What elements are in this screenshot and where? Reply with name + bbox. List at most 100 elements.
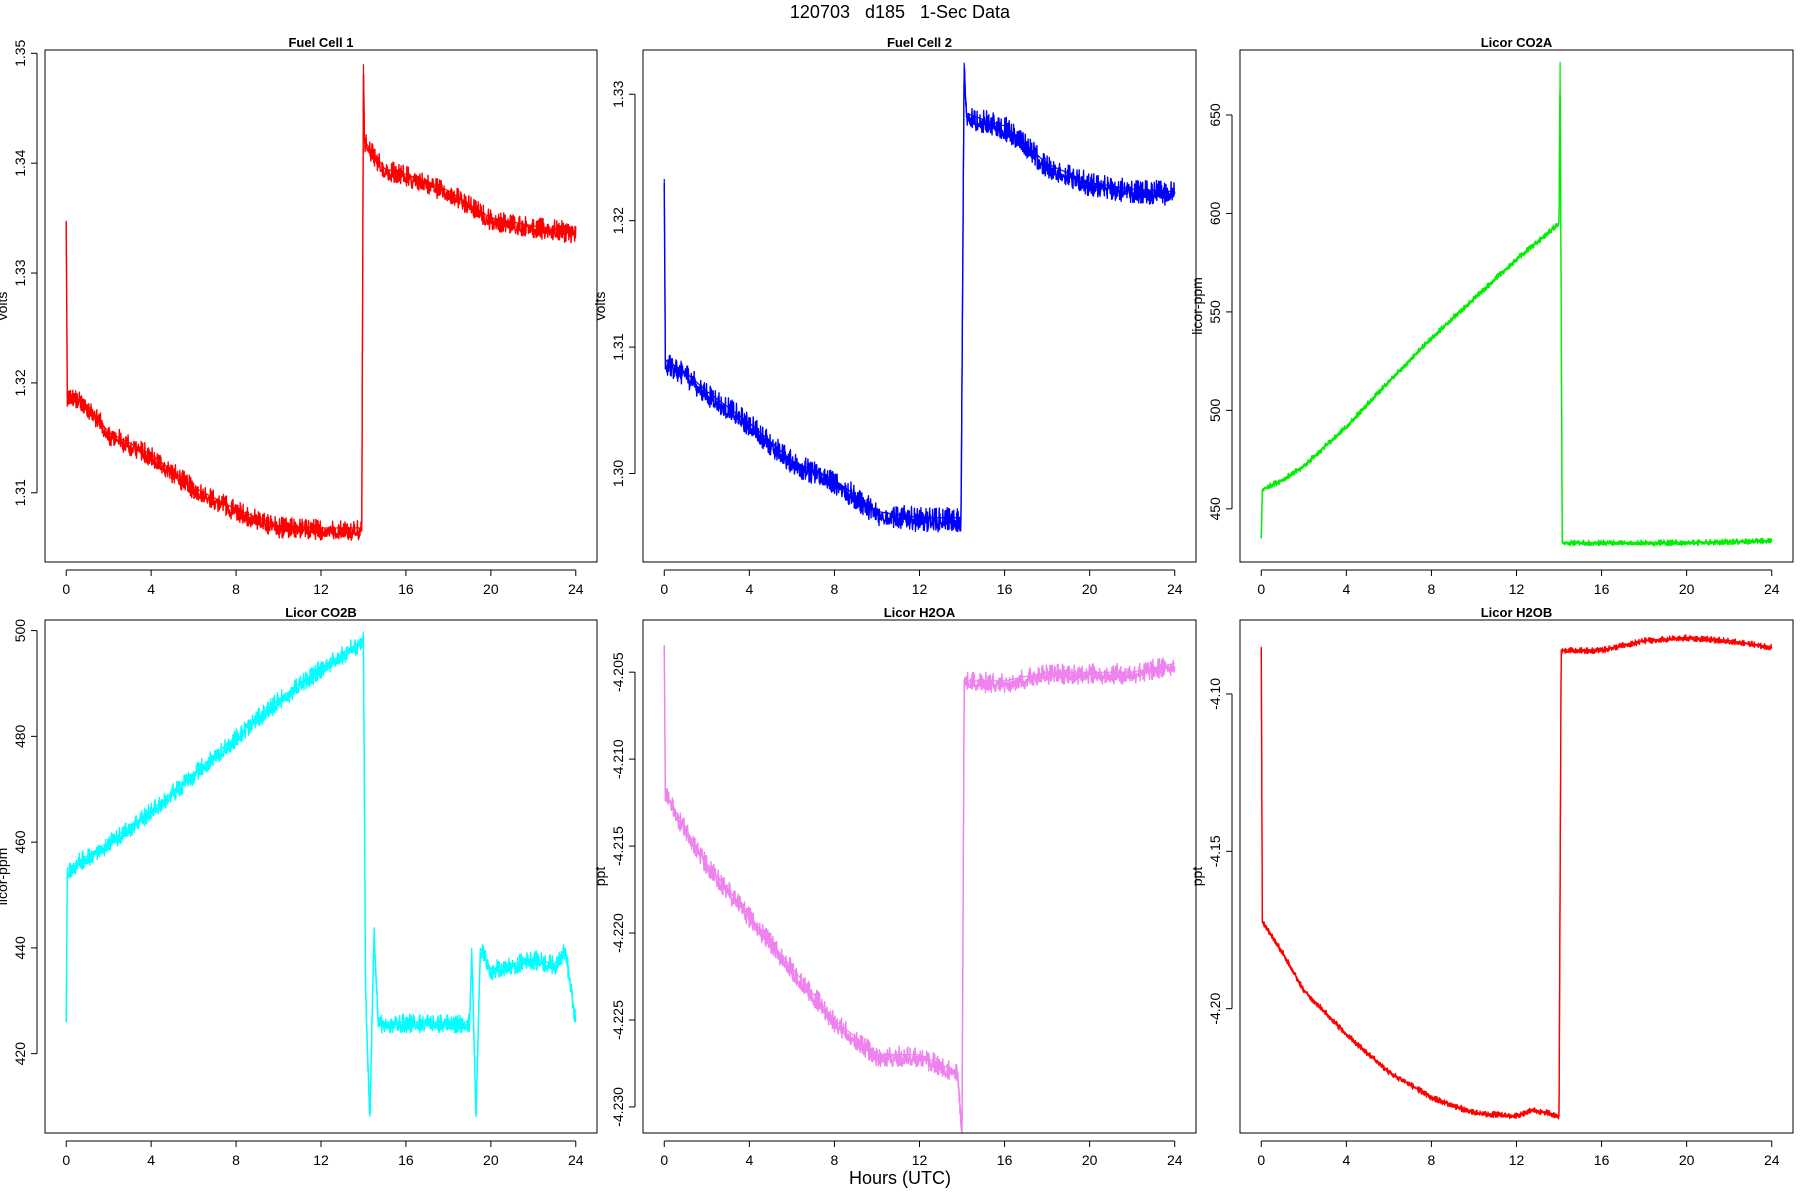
x-tick-label: 4 — [147, 1152, 155, 1168]
y-tick-label: -4.15 — [1207, 835, 1223, 867]
y-tick-label: 440 — [12, 936, 28, 960]
y-axis-label: volts — [0, 292, 10, 321]
x-tick-label: 4 — [147, 581, 155, 597]
y-tick-label: 1.31 — [610, 333, 626, 360]
panel-frame — [44, 49, 598, 563]
panel-1: Fuel Cell 10 4 8 12 16 20 241.311.321.331.341.… — [0, 35, 598, 597]
y-axis-label: ppt — [592, 867, 608, 887]
y-tick-label: 600 — [1207, 202, 1223, 226]
figure-title: 120703 d185 1-Sec Data — [789, 2, 1011, 22]
y-tick-label: 1.30 — [610, 460, 626, 487]
x-tick-label: 0 — [1257, 1152, 1265, 1168]
y-tick-label: -4.220 — [610, 913, 626, 953]
x-tick-label: 12 — [912, 581, 928, 597]
x-axis: 0 4 8 12 16 20 24 — [1257, 1140, 1780, 1168]
panel-frame — [1239, 619, 1794, 1134]
x-axis: 0 4 8 12 16 20 24 — [660, 569, 1183, 597]
panel-title: Licor CO2A — [1481, 35, 1553, 50]
y-axis: 1.30 1.31 1.32 1.33 — [610, 80, 636, 487]
x-tick-label: 4 — [745, 581, 753, 597]
x-tick-label: 16 — [997, 1152, 1013, 1168]
x-tick-label: 4 — [745, 1152, 753, 1168]
series-2-line — [663, 67, 1176, 533]
x-tick-label: 24 — [568, 581, 584, 597]
y-tick-label: 500 — [1207, 398, 1223, 422]
x-tick-label: 12 — [912, 1152, 928, 1168]
y-tick-label: 1.34 — [12, 149, 28, 176]
y-tick-label: 420 — [12, 1042, 28, 1066]
y-tick-label: 460 — [12, 830, 28, 854]
x-tick-label: 4 — [1342, 581, 1350, 597]
x-axis: 0 4 8 12 16 20 24 — [660, 1140, 1183, 1168]
x-tick-label: 16 — [398, 1152, 414, 1168]
x-tick-label: 20 — [483, 581, 499, 597]
x-tick-label: 20 — [1082, 581, 1098, 597]
y-axis: 450 500 550 600 650 — [1207, 103, 1233, 521]
panel-title: Licor CO2B — [285, 605, 357, 620]
x-tick-label: 16 — [997, 581, 1013, 597]
x-tick-label: 20 — [483, 1152, 499, 1168]
x-tick-label: 0 — [62, 1152, 70, 1168]
x-tick-label: 8 — [831, 581, 839, 597]
y-tick-label: -4.225 — [610, 1000, 626, 1040]
y-axis-label: volts — [592, 292, 608, 321]
x-tick-label: 8 — [232, 581, 240, 597]
y-tick-label: 650 — [1207, 103, 1223, 127]
panel-4: Licor CO2B 0 4 8 12 16 20 24 420 440 460 480 500 lico… — [0, 605, 598, 1168]
series-5-line — [663, 645, 1176, 1134]
x-tick-label: 12 — [313, 581, 329, 597]
x-axis: 0 4 8 12 16 20 24 — [1257, 569, 1780, 597]
panel-6: Licor H2OB 0 4 8 12 16 20 24 -4.20 -4.15 -4.10 ppt — [1189, 605, 1794, 1168]
x-axis: 0 4 8 12 16 20 24 — [62, 1140, 584, 1168]
y-tick-label: 1.32 — [610, 207, 626, 234]
y-tick-label: 500 — [12, 619, 28, 643]
panel-title: Licor H2OB — [1481, 605, 1553, 620]
x-axis: 0 4 8 12 16 20 24 — [62, 569, 584, 597]
series-4-spikes — [65, 635, 577, 1118]
y-tick-label: 480 — [12, 724, 28, 748]
series-6-line — [1260, 634, 1773, 1120]
y-axis: -4.20 -4.15 -4.10 — [1207, 678, 1233, 1025]
series-1-line — [65, 73, 577, 541]
x-tick-label: 16 — [1594, 1152, 1610, 1168]
x-tick-label: 0 — [660, 581, 668, 597]
common-x-axis-label: Hours (UTC) — [849, 1168, 951, 1188]
panel-frame — [642, 619, 1197, 1134]
x-tick-label: 24 — [1167, 1152, 1183, 1168]
y-tick-label: 550 — [1207, 300, 1223, 324]
panel-2: Fuel Cell 2 0 4 8 12 16 20 24 1.30 1.31 1.32 1.33 vo… — [592, 35, 1197, 597]
x-tick-label: 20 — [1679, 1152, 1695, 1168]
y-tick-label: -4.230 — [610, 1087, 626, 1127]
series-6-spikes — [1260, 636, 1772, 1117]
y-tick-label: -4.205 — [610, 652, 626, 692]
series-3-line — [1260, 93, 1773, 547]
panel-frame — [44, 619, 598, 1134]
y-tick-label: 1.31 — [12, 479, 28, 506]
x-tick-label: 16 — [398, 581, 414, 597]
x-tick-label: 12 — [1509, 1152, 1525, 1168]
x-tick-label: 24 — [1764, 1152, 1780, 1168]
x-tick-label: 16 — [1594, 581, 1610, 597]
y-tick-label: 1.35 — [12, 39, 28, 66]
y-axis: 420 440 460 480 500 — [12, 619, 38, 1066]
panel-frame — [1239, 49, 1794, 563]
y-tick-label: 1.33 — [610, 80, 626, 107]
series-1-spikes — [65, 64, 576, 532]
series-2-spikes — [663, 62, 1175, 525]
x-tick-label: 12 — [1509, 581, 1525, 597]
y-axis-label: licor-ppm — [1189, 277, 1205, 335]
x-tick-label: 8 — [1428, 1152, 1436, 1168]
x-tick-label: 0 — [1257, 581, 1265, 597]
x-tick-label: 4 — [1342, 1152, 1350, 1168]
x-tick-label: 8 — [1428, 581, 1436, 597]
y-tick-label: 450 — [1207, 497, 1223, 521]
x-tick-label: 24 — [568, 1152, 584, 1168]
x-tick-label: 24 — [1764, 581, 1780, 597]
y-tick-label: -4.10 — [1207, 678, 1223, 710]
x-tick-label: 24 — [1167, 581, 1183, 597]
y-tick-label: 1.32 — [12, 369, 28, 396]
y-tick-label: -4.210 — [610, 739, 626, 779]
y-axis-label: ppt — [1189, 867, 1205, 887]
y-tick-label: -4.215 — [610, 826, 626, 866]
